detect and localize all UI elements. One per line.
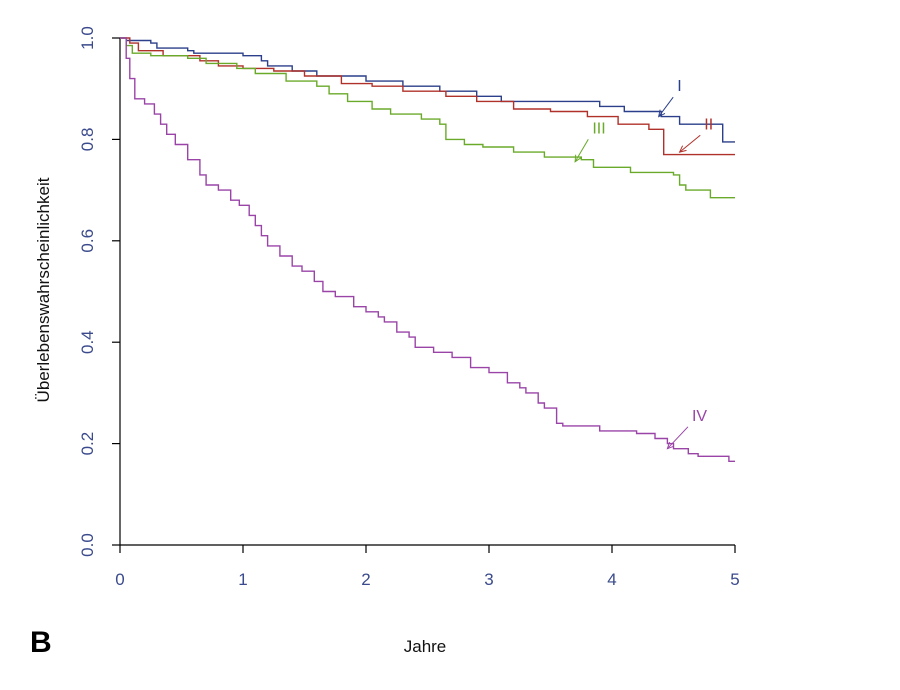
y-tick-label: 1.0 (78, 26, 97, 50)
series-line-iii (120, 37, 735, 199)
x-tick-label: 3 (484, 570, 493, 589)
annotation-arrow (679, 134, 701, 153)
curve-label-ii: II (704, 116, 713, 133)
x-tick-label: 1 (238, 570, 247, 589)
curve-label-iv: IV (692, 408, 707, 425)
y-tick-label: 0.2 (78, 432, 97, 456)
curve-label-i: I (677, 78, 681, 95)
series-line-i (120, 37, 735, 143)
chart-axes: 0 1 2 3 4 5 0.0 0.2 0.4 0.6 0.8 1.0 (78, 26, 740, 589)
annotation-arrow (574, 139, 589, 162)
annotation-arrow (658, 96, 674, 117)
y-axis-title: Überlebenswahrscheinlichkeit (34, 177, 53, 402)
y-tick-label: 0.0 (78, 533, 97, 557)
annotation-arrowhead (658, 109, 666, 118)
annotation-arrowhead (666, 441, 675, 450)
y-tick-label: 0.6 (78, 229, 97, 253)
annotation-arrowhead (574, 154, 582, 163)
panel-label: B (30, 626, 52, 659)
curve-label-iii: III (592, 120, 605, 137)
annotation-arrow (666, 426, 689, 450)
series-line-ii (120, 37, 735, 156)
x-tick-label: 0 (115, 570, 124, 589)
x-tick-label: 2 (361, 570, 370, 589)
series-line-iv (120, 37, 735, 462)
annotation-arrowhead (678, 145, 687, 153)
y-tick-label: 0.4 (78, 330, 97, 354)
x-tick-label: 5 (730, 570, 739, 589)
y-tick-label: 0.8 (78, 128, 97, 152)
x-axis-title: Jahre (404, 637, 447, 656)
x-tick-label: 4 (607, 570, 616, 589)
series-layer (120, 37, 735, 462)
